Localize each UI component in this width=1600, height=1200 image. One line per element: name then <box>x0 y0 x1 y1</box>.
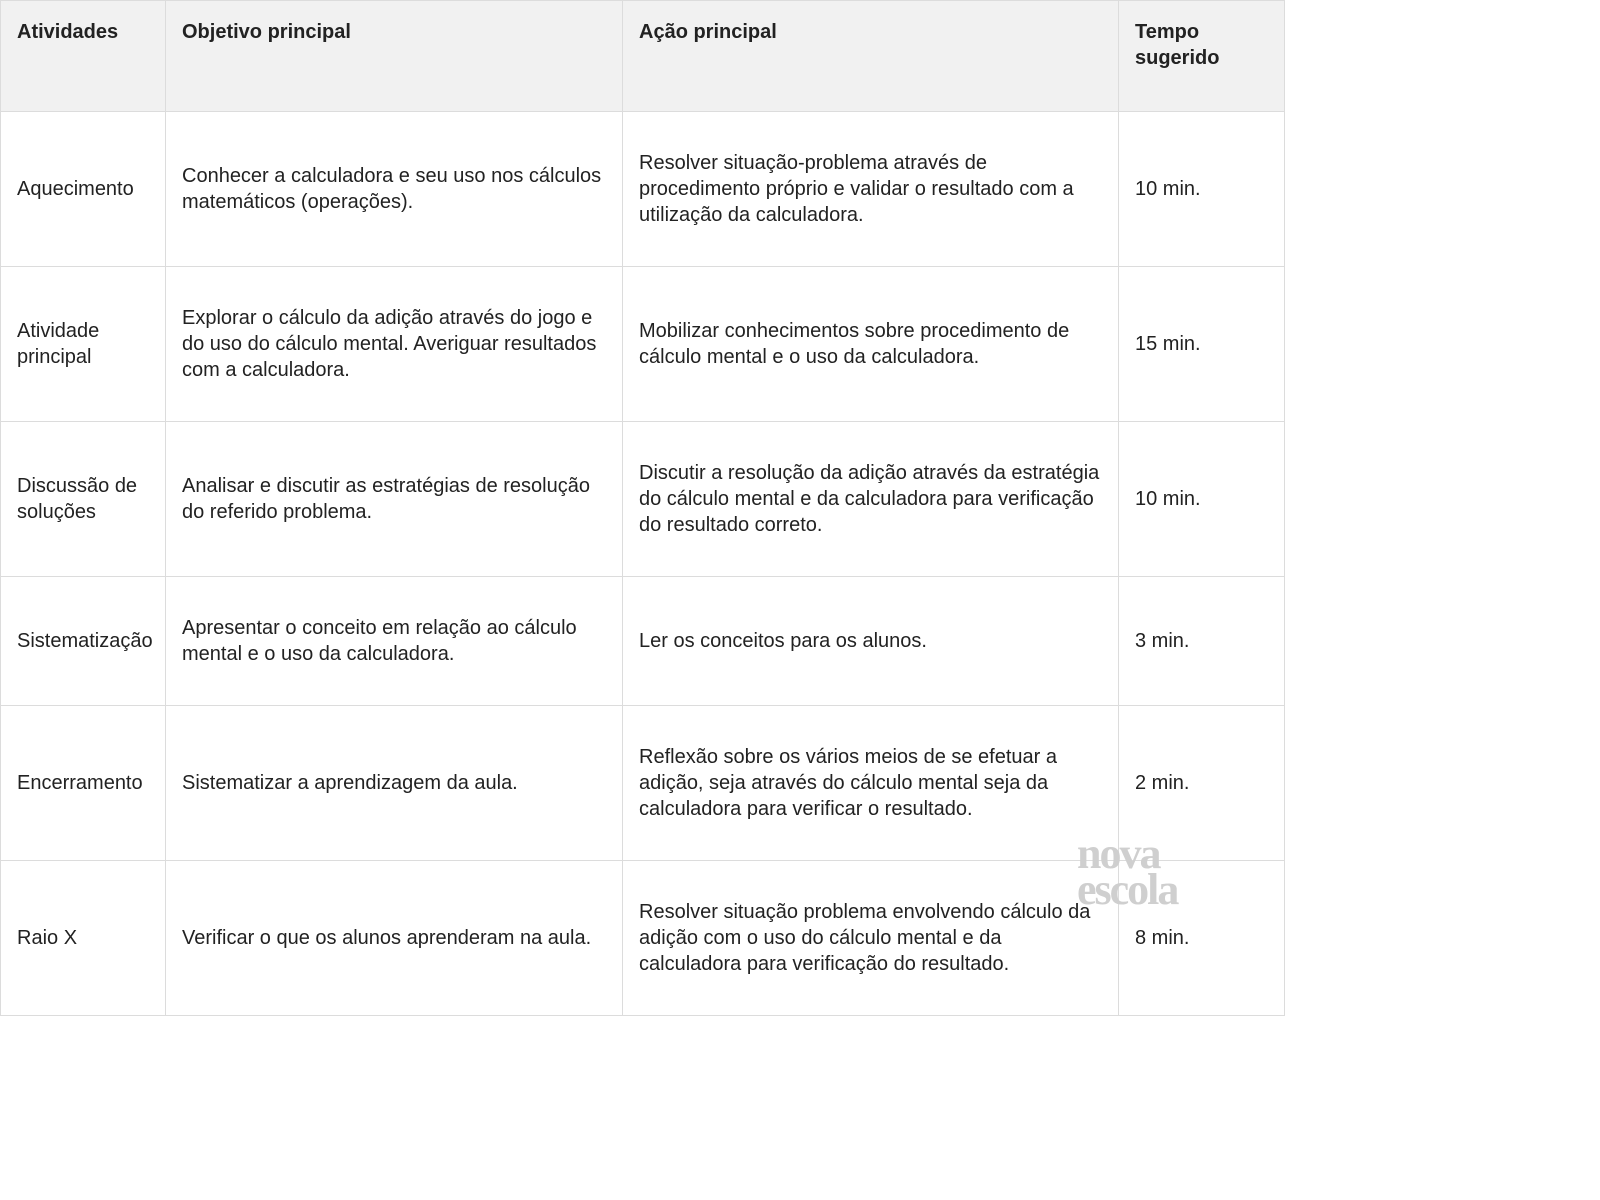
table-row: Sistematização Apresentar o conceito em … <box>1 577 1285 706</box>
cell-time: 15 min. <box>1119 267 1285 422</box>
cell-objective: Conhecer a calculadora e seu uso nos cál… <box>166 112 623 267</box>
cell-objective: Sistematizar a aprendizagem da aula. <box>166 706 623 861</box>
cell-activities: Atividade principal <box>1 267 166 422</box>
cell-action: Reflexão sobre os vários meios de se efe… <box>623 706 1119 861</box>
cell-objective: Analisar e discutir as estratégias de re… <box>166 422 623 577</box>
cell-action: Resolver situação-problema através de pr… <box>623 112 1119 267</box>
cell-time: 10 min. <box>1119 422 1285 577</box>
cell-action: Mobilizar conhecimentos sobre procedimen… <box>623 267 1119 422</box>
cell-time: 10 min. <box>1119 112 1285 267</box>
col-header-activities: Atividades <box>1 1 166 112</box>
cell-activities: Raio X <box>1 861 166 1016</box>
cell-objective: Explorar o cálculo da adição através do … <box>166 267 623 422</box>
brand-logo: nova escola <box>1077 836 1287 908</box>
lesson-plan-table-wrap: Atividades Objetivo principal Ação princ… <box>0 0 1600 1016</box>
col-header-action: Ação principal <box>623 1 1119 112</box>
cell-action: Resolver situação problema envolvendo cá… <box>623 861 1119 1016</box>
col-header-time: Tempo sugerido <box>1119 1 1285 112</box>
cell-activities: Aquecimento <box>1 112 166 267</box>
cell-activities: Sistematização <box>1 577 166 706</box>
cell-activities: Encerramento <box>1 706 166 861</box>
cell-objective: Verificar o que os alunos aprenderam na … <box>166 861 623 1016</box>
cell-action: Ler os conceitos para os alunos. <box>623 577 1119 706</box>
cell-activities: Discussão de soluções <box>1 422 166 577</box>
table-row: Aquecimento Conhecer a calculadora e seu… <box>1 112 1285 267</box>
cell-objective: Apresentar o conceito em relação ao cálc… <box>166 577 623 706</box>
brand-logo-line2: escola <box>1077 872 1287 908</box>
col-header-objective: Objetivo principal <box>166 1 623 112</box>
table-header-row: Atividades Objetivo principal Ação princ… <box>1 1 1285 112</box>
cell-time: 3 min. <box>1119 577 1285 706</box>
table-row: Discussão de soluções Analisar e discuti… <box>1 422 1285 577</box>
table-row: Atividade principal Explorar o cálculo d… <box>1 267 1285 422</box>
cell-action: Discutir a resolução da adição através d… <box>623 422 1119 577</box>
